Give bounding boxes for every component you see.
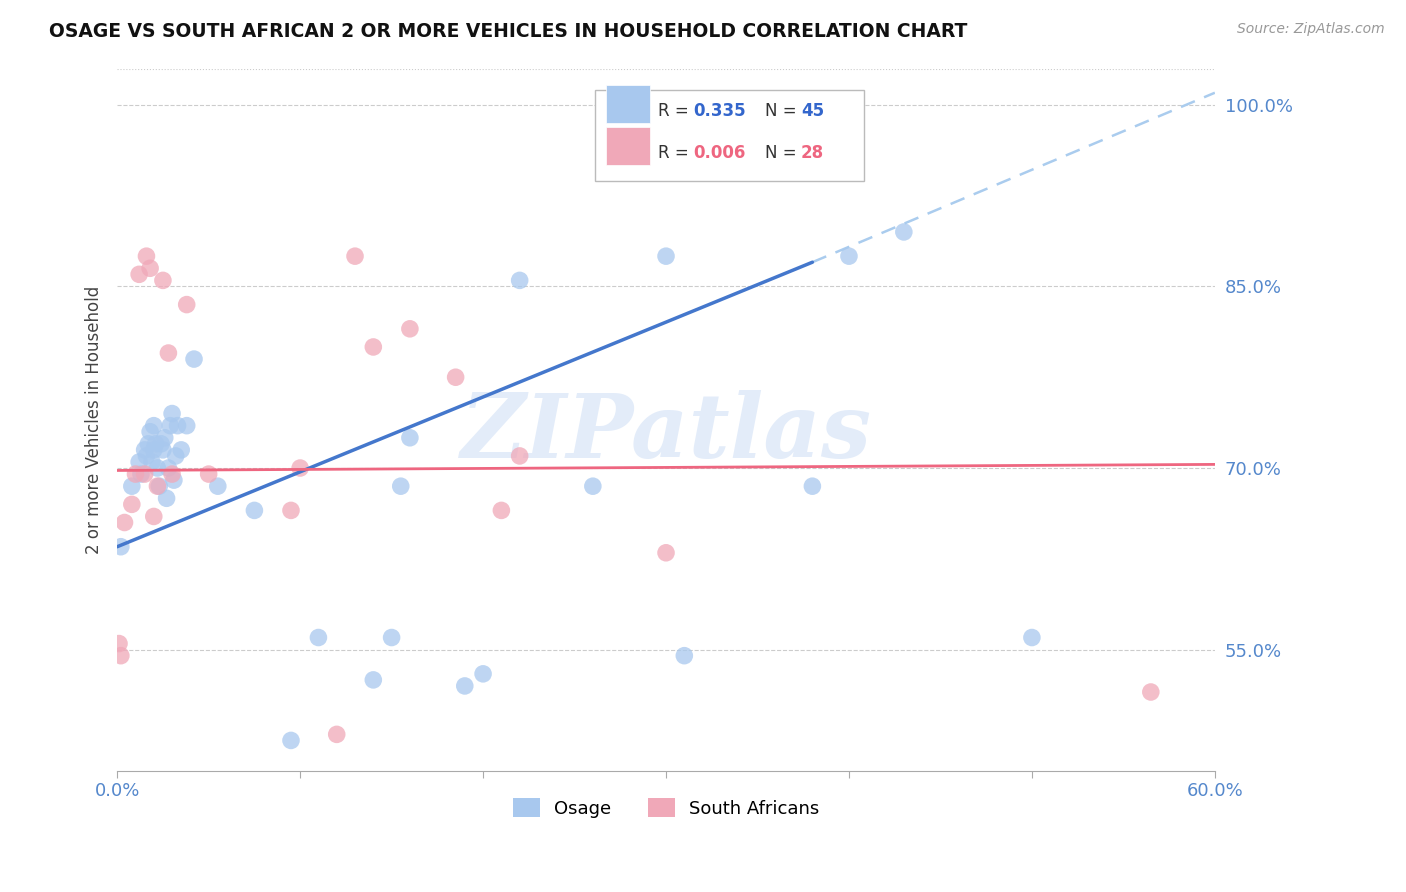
Point xyxy=(165,449,187,463)
Point xyxy=(159,418,181,433)
Point xyxy=(150,437,173,451)
Point xyxy=(288,461,311,475)
Y-axis label: 2 or more Vehicles in Household: 2 or more Vehicles in Household xyxy=(86,285,103,554)
Text: 0.335: 0.335 xyxy=(693,103,747,120)
Point xyxy=(1021,631,1043,645)
Point xyxy=(139,425,162,439)
Point xyxy=(280,503,302,517)
Point xyxy=(307,631,329,645)
Point xyxy=(801,479,824,493)
Point xyxy=(655,249,678,263)
Point xyxy=(121,479,143,493)
Text: N =: N = xyxy=(765,103,801,120)
Point xyxy=(207,479,229,493)
Point xyxy=(655,546,678,560)
Point xyxy=(389,479,412,493)
Point xyxy=(491,503,513,517)
Point xyxy=(472,666,495,681)
Text: 28: 28 xyxy=(801,145,824,162)
Point xyxy=(509,449,531,463)
Point xyxy=(148,479,170,493)
Point xyxy=(153,431,176,445)
Point xyxy=(673,648,696,663)
Point xyxy=(163,473,186,487)
Point xyxy=(160,407,183,421)
Point xyxy=(110,648,132,663)
Point xyxy=(444,370,467,384)
Point xyxy=(582,479,605,493)
Point xyxy=(509,273,531,287)
Point xyxy=(344,249,367,263)
Point xyxy=(280,733,302,747)
Point xyxy=(363,340,385,354)
Point xyxy=(146,479,169,493)
Point xyxy=(155,491,177,506)
Point xyxy=(619,128,641,142)
Point xyxy=(146,461,169,475)
Point xyxy=(399,431,422,445)
Point xyxy=(142,418,165,433)
Point xyxy=(135,449,157,463)
Text: 45: 45 xyxy=(801,103,824,120)
Text: Source: ZipAtlas.com: Source: ZipAtlas.com xyxy=(1237,22,1385,37)
Point xyxy=(454,679,477,693)
Point xyxy=(134,467,156,481)
Point xyxy=(145,437,167,451)
Point xyxy=(128,268,150,282)
Point xyxy=(152,442,174,457)
Point xyxy=(166,418,188,433)
Point xyxy=(170,442,193,457)
Point xyxy=(114,516,136,530)
Point xyxy=(381,631,404,645)
Point xyxy=(124,467,146,481)
Point xyxy=(110,540,132,554)
Point xyxy=(134,442,156,457)
Text: R =: R = xyxy=(658,103,695,120)
Point xyxy=(197,467,219,481)
Point xyxy=(176,297,198,311)
Text: 0.006: 0.006 xyxy=(693,145,745,162)
Point xyxy=(129,467,152,481)
Point xyxy=(157,346,180,360)
Text: R =: R = xyxy=(658,145,695,162)
Point xyxy=(893,225,915,239)
Point xyxy=(139,261,162,276)
Point xyxy=(136,437,159,451)
Point xyxy=(108,636,131,650)
Point xyxy=(838,249,860,263)
Text: ZIPatlas: ZIPatlas xyxy=(461,391,872,477)
Point xyxy=(142,442,165,457)
Point xyxy=(325,727,347,741)
Point xyxy=(152,273,174,287)
Point xyxy=(141,455,163,469)
Point xyxy=(363,673,385,687)
Legend: Osage, South Africans: Osage, South Africans xyxy=(506,791,827,825)
Point xyxy=(176,418,198,433)
Point xyxy=(157,461,180,475)
Point xyxy=(128,455,150,469)
Point xyxy=(135,249,157,263)
Point xyxy=(243,503,266,517)
Point xyxy=(1140,685,1163,699)
Bar xyxy=(606,85,650,123)
Point xyxy=(183,352,205,367)
Point xyxy=(399,322,422,336)
Text: N =: N = xyxy=(765,145,801,162)
Point xyxy=(142,509,165,524)
FancyBboxPatch shape xyxy=(595,89,863,181)
Point xyxy=(160,467,183,481)
Bar xyxy=(606,127,650,165)
Text: OSAGE VS SOUTH AFRICAN 2 OR MORE VEHICLES IN HOUSEHOLD CORRELATION CHART: OSAGE VS SOUTH AFRICAN 2 OR MORE VEHICLE… xyxy=(49,22,967,41)
Point xyxy=(121,497,143,511)
